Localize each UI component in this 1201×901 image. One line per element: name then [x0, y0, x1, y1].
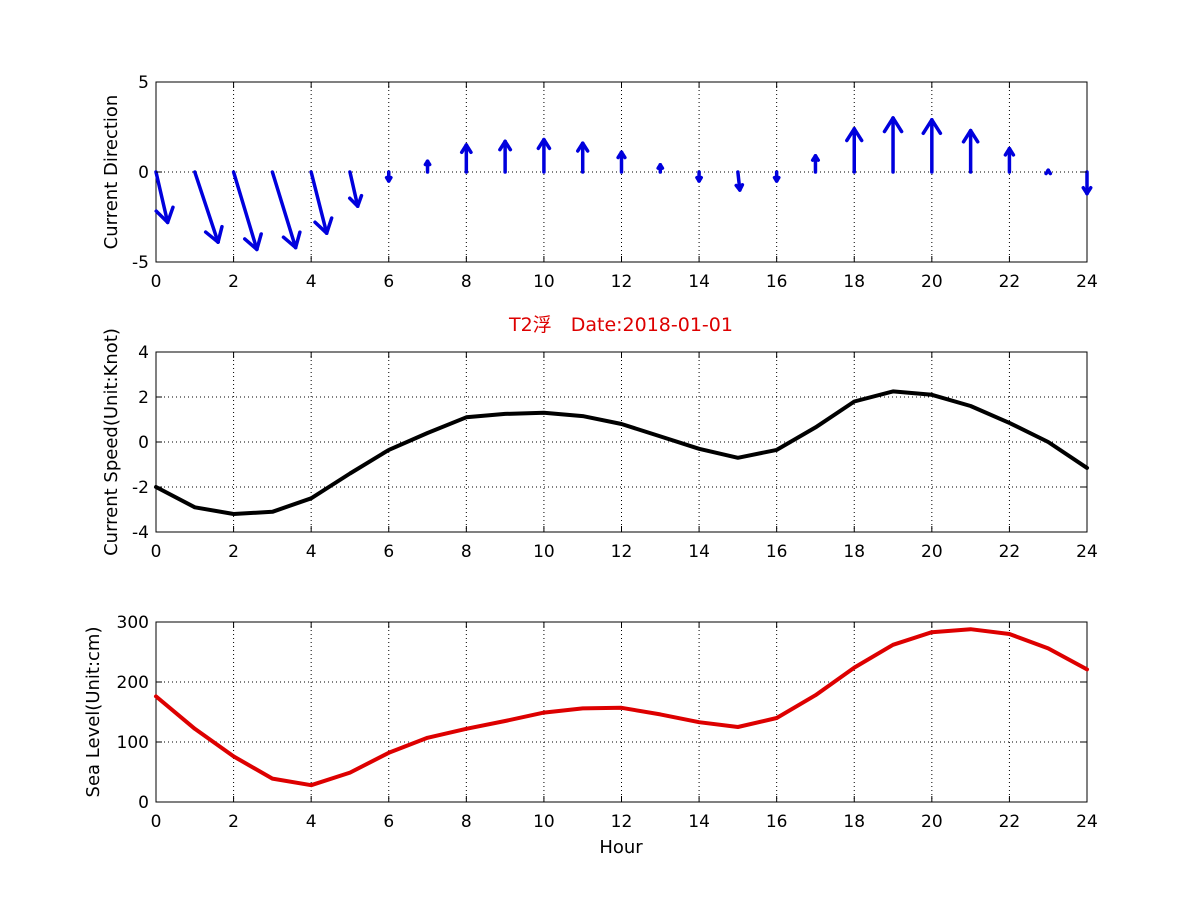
- sea-level-xtick-label: 22: [999, 812, 1021, 832]
- current-speed-xtick-label: 4: [306, 542, 317, 562]
- current-speed-ytick-label: 4: [138, 343, 149, 363]
- current-direction-vector-arrow: [921, 118, 943, 174]
- current-speed-xtick-label: 14: [688, 542, 710, 562]
- current-direction-xtick-label: 14: [688, 272, 710, 292]
- current-direction-ylabel: Current Direction: [101, 95, 122, 250]
- current-direction-vector-arrow: [882, 116, 904, 174]
- sea-level-ytick-label: 0: [138, 793, 149, 813]
- current-speed-xtick-label: 18: [843, 542, 865, 562]
- current-direction-xtick-label: 12: [611, 272, 633, 292]
- sea-level-xtick-label: 24: [1076, 812, 1098, 832]
- current-speed-xtick-label: 6: [383, 542, 394, 562]
- current-speed-xtick-label: 2: [228, 542, 239, 562]
- sea-level-xtick-label: 18: [843, 812, 865, 832]
- current-speed-xtick-label: 16: [766, 542, 788, 562]
- sea-level-xtick-label: 14: [688, 812, 710, 832]
- current-direction-vector-arrow: [695, 170, 703, 183]
- sea-level-ytick-label: 300: [117, 613, 149, 633]
- current-direction-vector-arrow: [536, 137, 552, 174]
- current-speed-ytick-label: 0: [138, 433, 149, 453]
- current-direction-panel: 0 2 4 6 8 10 12 14 16 18 20 22 24-505 Current Direct…: [101, 73, 1098, 292]
- sea-level-xtick-label: 8: [461, 812, 472, 832]
- current-direction-xtick-label: 18: [843, 272, 865, 292]
- current-speed-xtick-label: 20: [921, 542, 943, 562]
- current-direction-vector-arrow: [616, 150, 627, 174]
- current-speed-ytick-label: 2: [138, 388, 149, 408]
- current-direction-vector-arrow: [423, 159, 432, 174]
- current-speed-ytick-label: -4: [132, 523, 149, 543]
- current-speed-xtick-label: 10: [533, 542, 555, 562]
- current-direction-xtick-label: 2: [228, 272, 239, 292]
- current-direction-xtick-label: 0: [151, 272, 162, 292]
- current-direction-vector-arrow: [734, 170, 745, 192]
- sea-level-xtick-label: 12: [611, 812, 633, 832]
- current-direction-vector-arrow: [576, 141, 590, 174]
- current-direction-xtick-label: 6: [383, 272, 394, 292]
- current-direction-vector-arrow: [348, 170, 364, 208]
- sea-level-xtick-label: 6: [383, 812, 394, 832]
- sea-level-ylabel: Sea Level(Unit:cm): [83, 627, 104, 798]
- current-direction-vector-arrow: [656, 163, 665, 174]
- current-direction-vector-arrow: [845, 127, 864, 174]
- current-direction-xtick-label: 16: [766, 272, 788, 292]
- current-speed-xtick-label: 24: [1076, 542, 1098, 562]
- sea-level-xtick-label: 20: [921, 812, 943, 832]
- current-direction-vector-arrow: [459, 143, 473, 174]
- current-direction-vector-arrow: [154, 170, 175, 225]
- current-direction-xtick-label: 10: [533, 272, 555, 292]
- current-direction-xtick-label: 24: [1076, 272, 1098, 292]
- current-direction-vector-arrow: [1081, 170, 1093, 196]
- current-direction-xtick-label: 20: [921, 272, 943, 292]
- current-speed-ylabel: Current Speed(Unit:Knot): [101, 328, 122, 556]
- sea-level-xtick-label: 0: [151, 812, 162, 832]
- current-direction-vector-arrow: [498, 139, 513, 174]
- current-speed-xtick-label: 22: [999, 542, 1021, 562]
- current-speed-xtick-label: 12: [611, 542, 633, 562]
- current-direction-vector-arrow: [961, 128, 980, 174]
- sea-level-xtick-label: 16: [766, 812, 788, 832]
- current-direction-xtick-label: 4: [306, 272, 317, 292]
- current-direction-vector-arrow: [810, 154, 820, 174]
- current-direction-vector-arrow: [193, 170, 224, 244]
- sea-level-xtick-label: 4: [306, 812, 317, 832]
- figure-title: T2浮 Date:2018-01-01: [508, 314, 733, 336]
- current-speed-ytick-label: -2: [132, 478, 149, 498]
- current-direction-vector-arrow: [1044, 168, 1053, 176]
- current-direction-xtick-label: 22: [999, 272, 1021, 292]
- sea-level-ytick-label: 100: [117, 733, 149, 753]
- sea-level-series-line: [154, 627, 1089, 788]
- current-speed-xtick-label: 0: [151, 542, 162, 562]
- current-direction-vector-arrow: [231, 170, 263, 252]
- sea-level-xlabel: Hour: [599, 837, 643, 858]
- current-direction-vector-arrow: [270, 170, 302, 250]
- current-direction-ytick-label: 0: [138, 163, 149, 183]
- current-direction-ytick-label: 5: [138, 73, 149, 93]
- current-speed-xtick-label: 8: [461, 542, 472, 562]
- current-direction-vector-arrow: [1003, 146, 1016, 174]
- current-direction-vector-arrow: [772, 170, 781, 183]
- current-direction-ytick-label: -5: [132, 253, 149, 273]
- sea-level-xtick-label: 10: [533, 812, 555, 832]
- current-direction-vector-arrow: [309, 170, 334, 235]
- current-direction-vector-arrow: [384, 170, 393, 183]
- sea-level-xtick-label: 2: [228, 812, 239, 832]
- sea-level-ytick-label: 200: [117, 673, 149, 693]
- current-speed-series-line: [154, 389, 1089, 516]
- current-direction-xtick-label: 8: [461, 272, 472, 292]
